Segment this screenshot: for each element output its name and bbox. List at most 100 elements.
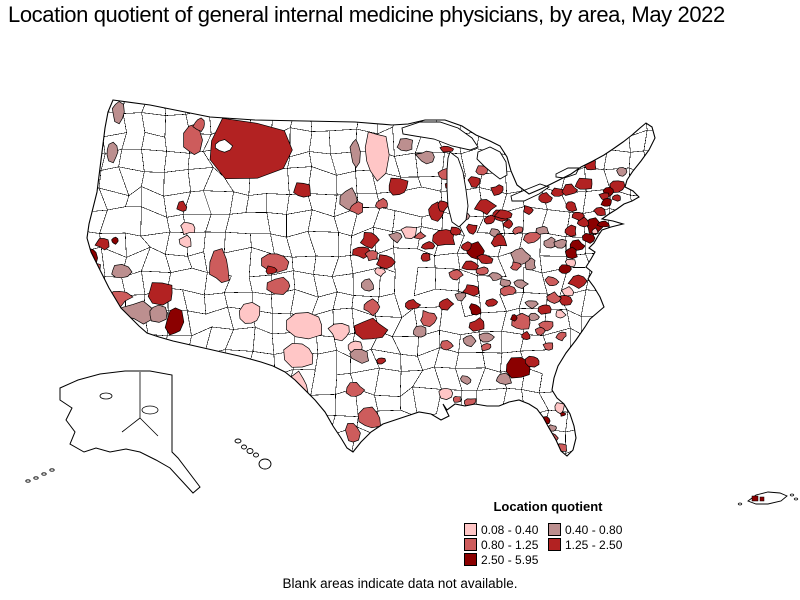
legend-item: 0.40 - 0.80 — [548, 523, 632, 537]
map-area — [176, 200, 188, 212]
map-area — [420, 241, 436, 250]
map-area — [490, 184, 504, 196]
map-area — [106, 141, 119, 164]
lower-48-outline — [86, 99, 656, 457]
legend-item: 0.08 - 0.40 — [464, 522, 548, 537]
map-area — [510, 314, 518, 322]
map-area — [180, 221, 196, 236]
legend-classes: 0.08 - 0.40 0.40 - 0.80 0.80 - 1.25 1.25 - … — [464, 522, 632, 567]
legend-class-label: 0.08 - 0.40 — [481, 522, 539, 537]
map-area — [357, 406, 381, 429]
map-area — [376, 357, 387, 365]
map-area — [576, 216, 590, 228]
map-area — [439, 145, 455, 153]
map-area — [591, 227, 599, 234]
map-area — [438, 298, 455, 311]
map-area — [405, 299, 422, 310]
map-area — [374, 267, 387, 277]
map-area — [523, 205, 534, 216]
map-area — [353, 317, 389, 340]
legend-class-label: 2.50 - 5.95 — [481, 552, 539, 567]
map-area — [432, 229, 456, 246]
great-lakes — [401, 121, 580, 228]
map-area — [348, 201, 364, 215]
map-area — [510, 261, 522, 271]
map-area — [571, 212, 585, 221]
map-area — [111, 264, 133, 279]
page-title: Location quotient of general internal me… — [8, 2, 725, 27]
map-area — [555, 309, 567, 319]
legend-class-label: 0.80 - 1.25 — [481, 537, 539, 552]
map-area — [293, 182, 311, 198]
map-area — [495, 372, 512, 385]
map-area — [468, 303, 482, 316]
map-area — [582, 233, 596, 244]
map-area — [111, 101, 125, 125]
map-area — [493, 209, 513, 220]
map-area — [596, 220, 610, 228]
map-area — [460, 375, 472, 385]
map-area — [420, 310, 438, 327]
map-area — [349, 138, 361, 169]
map-area — [538, 192, 553, 204]
map-area — [483, 214, 496, 225]
map-area — [266, 276, 291, 295]
map-area — [209, 248, 230, 283]
legend-swatch — [464, 538, 477, 551]
map-area — [513, 279, 529, 289]
map-area — [524, 257, 536, 271]
map-area — [564, 224, 577, 237]
map-area — [111, 236, 119, 245]
map-area — [555, 331, 567, 342]
footer-note: Blank areas indicate data not available. — [282, 576, 518, 591]
map-area — [468, 317, 485, 332]
legend-class-label: 1.25 - 2.50 — [565, 537, 623, 552]
map-area — [558, 295, 573, 306]
map-area — [565, 201, 578, 212]
map-area — [437, 200, 449, 212]
map-area — [593, 206, 606, 216]
map-area — [461, 284, 480, 297]
map-area — [452, 396, 462, 403]
map-area — [359, 232, 380, 249]
map-area — [612, 194, 621, 202]
map-area — [327, 323, 350, 342]
map-area — [400, 226, 417, 239]
map-area — [561, 286, 574, 297]
map-area — [454, 292, 467, 302]
map-area — [363, 298, 381, 317]
map-area — [505, 357, 531, 379]
map-area — [558, 264, 572, 274]
map-area — [94, 238, 110, 251]
map-area — [396, 138, 413, 152]
map-area — [476, 254, 494, 265]
map-area — [164, 307, 185, 336]
legend-title: Location quotient — [493, 499, 603, 514]
map-area — [349, 349, 370, 364]
map-area — [149, 304, 168, 323]
map-area — [462, 335, 477, 348]
map-area — [550, 187, 565, 197]
map-area — [553, 238, 568, 249]
map-area — [99, 298, 114, 317]
map-area — [535, 226, 550, 235]
map-area — [473, 199, 498, 216]
puerto-rico-outline — [737, 491, 799, 506]
map-area — [361, 278, 374, 292]
map-area — [600, 197, 612, 207]
map-area — [542, 342, 554, 351]
map-area — [412, 325, 427, 338]
map-area — [286, 312, 323, 340]
map-area — [448, 269, 464, 281]
map-area — [481, 343, 492, 352]
map-area — [388, 231, 403, 244]
map-area — [192, 117, 205, 132]
map-area — [413, 231, 427, 240]
alaska-outline — [25, 370, 201, 494]
map-area — [564, 246, 578, 260]
map-area — [524, 300, 539, 310]
map-area — [559, 412, 567, 417]
map-area — [420, 252, 431, 262]
map-area — [440, 340, 454, 351]
map-area — [374, 197, 388, 210]
